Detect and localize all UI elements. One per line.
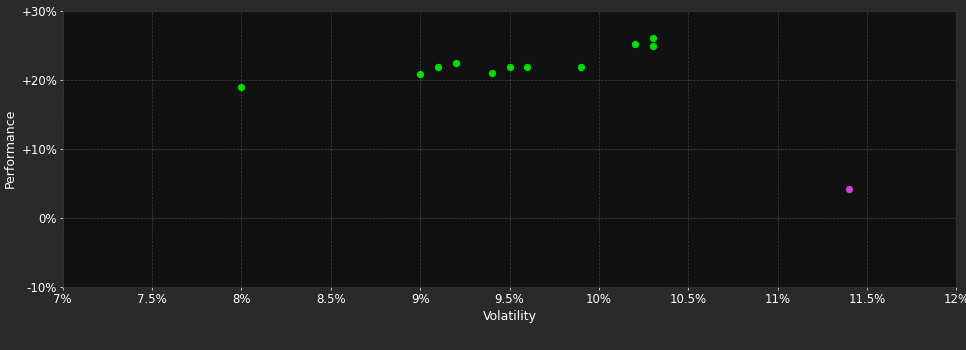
Point bbox=[448, 60, 464, 66]
Point bbox=[430, 64, 445, 70]
Point bbox=[574, 64, 589, 70]
Point bbox=[644, 35, 660, 41]
Point bbox=[234, 84, 249, 89]
Point bbox=[501, 64, 517, 70]
X-axis label: Volatility: Volatility bbox=[483, 310, 536, 323]
Point bbox=[627, 41, 642, 47]
Point bbox=[520, 64, 535, 70]
Point bbox=[841, 186, 857, 192]
Point bbox=[484, 70, 499, 76]
Point bbox=[412, 71, 428, 77]
Point bbox=[644, 44, 660, 49]
Y-axis label: Performance: Performance bbox=[4, 109, 17, 188]
